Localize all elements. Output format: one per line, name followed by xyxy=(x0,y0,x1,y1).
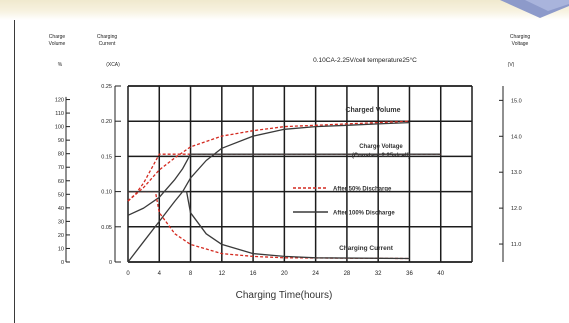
charging-current-tick-label-5: 0.25 xyxy=(101,84,112,90)
charging-current-tick-label-1: 0.05 xyxy=(101,225,112,231)
charging-current-tick-label-4: 0.20 xyxy=(101,119,112,125)
charging-current-tick-label-2: 0.10 xyxy=(101,190,112,196)
annotation-charge-voltage-sub: (Constant 2.25v/cell) xyxy=(352,153,410,159)
charging-voltage-tick-label-1: 12.0 xyxy=(511,206,522,212)
charge-volume-axis-unit: % xyxy=(58,62,63,68)
x-axis-label: Charging Time(hours) xyxy=(236,290,333,301)
charging-voltage-tick-label-2: 13.0 xyxy=(511,170,522,176)
annotation-charge-voltage: Charge Voltage xyxy=(359,144,403,150)
charging-current-axis-title-1: Charging xyxy=(97,34,118,40)
series-charge-voltage-after-50-discharge xyxy=(127,153,441,202)
charge-volume-tick-label-7: 70 xyxy=(58,165,64,171)
charge-volume-tick-label-12: 120 xyxy=(55,98,64,104)
charge-volume-tick-label-5: 50 xyxy=(58,192,64,198)
charge-volume-tick-label-11: 110 xyxy=(55,111,64,117)
x-tick-label-4: 16 xyxy=(250,271,257,277)
charging-voltage-tick-label-0: 11.0 xyxy=(511,242,521,248)
x-tick-label-6: 24 xyxy=(312,271,319,277)
annotation-charging-current: Charging Current xyxy=(339,245,394,252)
chart-grid xyxy=(127,85,473,263)
charge-volume-tick-label-2: 20 xyxy=(58,233,64,239)
charge-volume-tick-label-8: 80 xyxy=(58,152,64,158)
x-tick-label-9: 36 xyxy=(406,271,413,277)
x-tick-label-2: 8 xyxy=(189,271,193,277)
charging-current-tick-label-0: 0 xyxy=(109,260,112,266)
series-charge-voltage-after-100-discharge xyxy=(127,153,441,216)
charging-current-tick-label-3: 0.15 xyxy=(101,154,112,160)
x-tick-label-1: 4 xyxy=(158,271,162,277)
charge-volume-tick-label-3: 30 xyxy=(58,219,64,225)
charging-current-axis-title-2: Current xyxy=(99,41,116,47)
charge-volume-tick-label-0: 0 xyxy=(61,260,64,266)
series-charged-volume-after-50-discharge xyxy=(127,120,410,202)
legend: After 50% Discharge After 100% Discharge xyxy=(293,187,395,217)
charge-volume-axis-title-1: Charge xyxy=(49,34,66,40)
charging-voltage-axis-title-2: Voltage xyxy=(512,41,529,47)
header-band xyxy=(0,0,569,20)
x-tick-label-10: 40 xyxy=(437,271,444,277)
charging-voltage-axis-title-1: Charging xyxy=(510,34,531,40)
charge-volume-tick-label-1: 10 xyxy=(58,246,64,252)
charge-volume-tick-label-9: 90 xyxy=(58,138,64,144)
frame-left-line xyxy=(14,20,15,323)
x-tick-label-5: 20 xyxy=(281,271,288,277)
x-tick-label-0: 0 xyxy=(126,271,130,277)
charging-current-axis-unit: (XCA) xyxy=(106,62,120,68)
chart-axes: 0 4 8 12 16 20 24 28 32 36 40 0 10 20 30 40 50 60 70 80 90 10… xyxy=(55,84,522,277)
charging-voltage-tick-label-4: 15.0 xyxy=(511,98,522,104)
charging-voltage-tick-label-3: 14.0 xyxy=(511,134,522,140)
corner-ribbon-decoration xyxy=(500,0,569,18)
series-charging-current-after-100-discharge xyxy=(128,190,410,260)
legend-label-50: After 50% Discharge xyxy=(333,187,392,193)
charge-volume-axis-title-2: Volume xyxy=(49,41,66,47)
chart-series xyxy=(127,120,441,263)
x-tick-label-7: 28 xyxy=(344,271,351,277)
chart-conditions: 0.10CA-2.25V/cell temperature25°C xyxy=(313,56,417,64)
charge-volume-tick-label-10: 100 xyxy=(55,125,64,131)
legend-label-100: After 100% Discharge xyxy=(333,211,395,217)
charge-volume-tick-label-4: 40 xyxy=(58,206,64,212)
x-tick-label-8: 32 xyxy=(375,271,382,277)
annotation-charged-volume: Charged Volume xyxy=(345,107,400,114)
charge-volume-tick-label-6: 60 xyxy=(58,179,64,185)
x-tick-label-3: 12 xyxy=(218,271,225,277)
charging-voltage-axis-unit: (V) xyxy=(508,62,515,68)
